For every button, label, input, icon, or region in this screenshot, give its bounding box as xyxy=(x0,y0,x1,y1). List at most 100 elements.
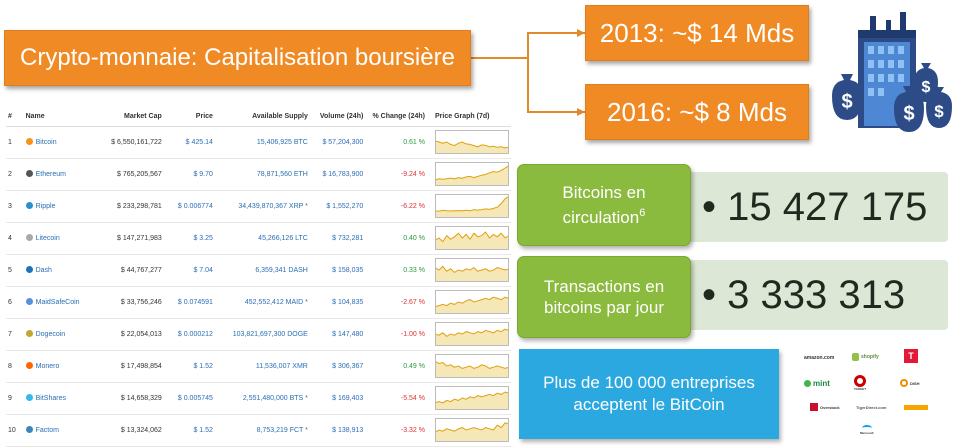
sparkline-frame xyxy=(435,162,509,186)
transactions-value-panel: • 3 333 313 xyxy=(680,260,948,330)
sparkline-line xyxy=(435,360,509,369)
svg-text:$: $ xyxy=(903,103,914,125)
price-link[interactable]: $ 0.005745 xyxy=(163,382,215,415)
coin-name-link[interactable]: BitShares xyxy=(35,395,66,402)
table-row[interactable]: 4 Litecoin $ 147,271,983 $ 3.25 45,266,126 L… xyxy=(6,222,511,255)
overstock-logo-text: Overstock xyxy=(820,404,840,410)
col-name[interactable]: Name xyxy=(23,108,95,127)
col-supply[interactable]: Available Supply xyxy=(214,108,310,127)
supply-link[interactable]: 45,266,126 LTC xyxy=(214,222,310,255)
price-link[interactable]: $ 1.52 xyxy=(163,414,215,447)
volume-link[interactable]: $ 57,204,300 xyxy=(309,126,366,159)
coin-name-link[interactable]: MaidSafeCoin xyxy=(35,299,80,306)
rank-cell: 3 xyxy=(6,190,24,223)
table-row[interactable]: 8 Monero $ 17,498,854 $ 1.52 11,536,007 XMR $… xyxy=(6,350,511,383)
supply-link[interactable]: 78,871,560 ETH xyxy=(214,158,310,191)
volume-link[interactable]: $ 147,480 xyxy=(309,318,366,351)
supply-link[interactable]: 2,551,480,000 BTS * xyxy=(214,382,310,415)
price-link[interactable]: $ 7.04 xyxy=(163,254,215,287)
mint-logo: mint xyxy=(804,379,830,388)
change-cell: -9.24 % xyxy=(365,158,427,191)
table-row[interactable]: 9 BitShares $ 14,658,329 $ 0.005745 2,551,48… xyxy=(6,382,511,415)
price-graph-cell xyxy=(427,158,511,191)
table-row[interactable]: 6 MaidSafeCoin $ 33,756,246 $ 0.074591 452,5… xyxy=(6,286,511,319)
transactions-label-line1: Transactions en xyxy=(543,277,665,296)
sparkline-line xyxy=(435,328,509,338)
supply-link[interactable]: 103,821,697,300 DOGE xyxy=(214,318,310,351)
price-link[interactable]: $ 425.14 xyxy=(163,126,215,159)
sparkline-frame xyxy=(435,194,509,218)
table-row[interactable]: 10 Factom $ 13,324,062 $ 1.52 8,753,219 FCT … xyxy=(6,414,511,447)
coin-name-link[interactable]: Monero xyxy=(35,363,60,370)
col-price[interactable]: Price xyxy=(163,108,215,127)
col-volume[interactable]: Volume (24h) xyxy=(309,108,366,127)
price-link[interactable]: $ 1.52 xyxy=(163,350,215,383)
table-row[interactable]: 2 Ethereum $ 765,205,567 $ 9.70 78,871,560 E… xyxy=(6,158,511,191)
col-rank[interactable]: # xyxy=(6,108,24,127)
table-header-row: # Name Market Cap Price Available Supply… xyxy=(6,108,511,127)
price-link[interactable]: $ 9.70 xyxy=(163,158,215,191)
change-cell: 0.49 % xyxy=(365,350,427,383)
supply-link[interactable]: 6,359,341 DASH xyxy=(214,254,310,287)
target-bullseye-icon xyxy=(854,375,867,387)
coin-name-link[interactable]: Bitcoin xyxy=(35,139,57,146)
col-market-cap[interactable]: Market Cap xyxy=(94,108,164,127)
tigerdirect-logo-text: TigerDirect.com xyxy=(856,405,887,410)
sparkline-line xyxy=(435,231,509,243)
supply-link[interactable]: 8,753,219 FCT * xyxy=(214,414,310,447)
rank-cell: 2 xyxy=(6,158,24,191)
table-row[interactable]: 1 Bitcoin $ 6,550,161,722 $ 425.14 15,406,92… xyxy=(6,126,511,159)
price-link[interactable]: $ 0.074591 xyxy=(163,286,215,319)
sparkline-chart xyxy=(435,386,509,410)
sparkline-frame xyxy=(435,130,509,154)
volume-link[interactable]: $ 104,835 xyxy=(309,286,366,319)
rank-cell: 9 xyxy=(6,382,24,415)
volume-link[interactable]: $ 16,783,900 xyxy=(309,158,366,191)
coin-icon xyxy=(25,330,33,337)
supply-link[interactable]: 11,536,007 XMR xyxy=(214,350,310,383)
dish-icon xyxy=(900,379,908,387)
sparkline-frame xyxy=(435,386,509,410)
coin-name-link[interactable]: Dash xyxy=(35,267,52,274)
market-cap-cell: $ 765,205,567 xyxy=(94,158,164,191)
sparkline-frame xyxy=(435,418,509,442)
coin-name-link[interactable]: Ethereum xyxy=(35,171,66,178)
price-link[interactable]: $ 3.25 xyxy=(163,222,215,255)
volume-link[interactable]: $ 169,403 xyxy=(309,382,366,415)
table-row[interactable]: 7 Dogecoin $ 22,054,013 $ 0.000212 103,821,6… xyxy=(6,318,511,351)
price-link[interactable]: $ 0.006774 xyxy=(163,190,215,223)
coin-name-link[interactable]: Dogecoin xyxy=(35,331,66,338)
coin-icon xyxy=(25,426,33,433)
supply-link[interactable]: 452,552,412 MAID * xyxy=(214,286,310,319)
col-graph[interactable]: Price Graph (7d) xyxy=(427,108,511,127)
dish-logo: DISH xyxy=(900,379,920,387)
sparkline-line xyxy=(435,391,509,404)
volume-link[interactable]: $ 158,035 xyxy=(309,254,366,287)
tesla-t-icon: T xyxy=(904,349,918,363)
table-row[interactable]: 3 Ripple $ 233,298,781 $ 0.006774 34,439,870… xyxy=(6,190,511,223)
table-row[interactable]: 5 Dash $ 44,767,277 $ 7.04 6,359,341 DASH $ 1… xyxy=(6,254,511,287)
market-cap-cell: $ 13,324,062 xyxy=(94,414,164,447)
sparkline-chart xyxy=(435,226,509,250)
volume-link[interactable]: $ 138,913 xyxy=(309,414,366,447)
volume-link[interactable]: $ 306,367 xyxy=(309,350,366,383)
volume-link[interactable]: $ 732,281 xyxy=(309,222,366,255)
supply-link[interactable]: 15,406,925 BTC xyxy=(214,126,310,159)
coin-name-link[interactable]: Litecoin xyxy=(35,235,60,242)
microsoft-logo-text: Microsoft xyxy=(860,431,874,435)
svg-text:$: $ xyxy=(922,79,931,96)
sparkline-area xyxy=(435,196,509,218)
supply-link[interactable]: 34,439,870,367 XRP * xyxy=(214,190,310,223)
sparkline-area xyxy=(435,140,509,154)
price-link[interactable]: $ 0.000212 xyxy=(163,318,215,351)
col-change[interactable]: % Change (24h) xyxy=(365,108,427,127)
name-cell: Litecoin xyxy=(23,222,95,255)
volume-link[interactable]: $ 1,552,270 xyxy=(309,190,366,223)
sparkline-chart xyxy=(435,290,509,314)
coin-name-link[interactable]: Ripple xyxy=(35,203,56,210)
cap-2016-box: 2016: ~$ 8 Mds xyxy=(585,84,809,140)
market-cap-cell: $ 233,298,781 xyxy=(94,190,164,223)
table-body: 1 Bitcoin $ 6,550,161,722 $ 425.14 15,406,92… xyxy=(6,126,511,447)
rank-cell: 1 xyxy=(6,126,24,159)
coin-name-link[interactable]: Factom xyxy=(35,427,59,434)
